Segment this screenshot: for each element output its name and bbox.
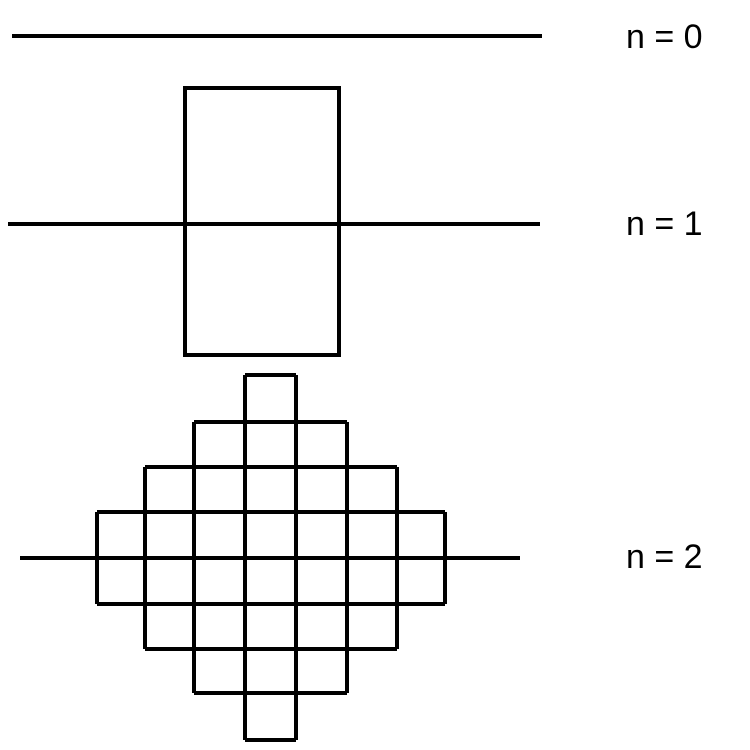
stage-1-label: n = 1 bbox=[626, 205, 703, 243]
stage-0-label: n = 0 bbox=[626, 18, 703, 56]
stage-2-label: n = 2 bbox=[626, 538, 703, 576]
stage-1-rectangle bbox=[183, 86, 341, 357]
